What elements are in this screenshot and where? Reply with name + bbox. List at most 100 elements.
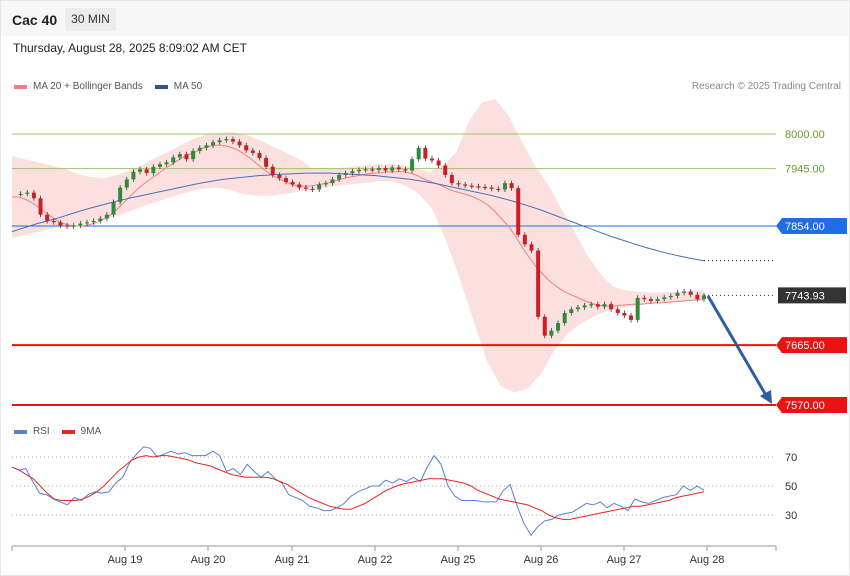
price-legend: MA 20 + Bollinger Bands MA 50	[14, 81, 214, 92]
candle-body	[629, 315, 634, 320]
candle-body	[648, 299, 653, 302]
candle-body	[529, 244, 534, 251]
candle-body	[655, 299, 660, 302]
candle-body	[496, 188, 501, 191]
candle-body	[476, 186, 481, 188]
candle-body	[98, 218, 103, 221]
candle-body	[370, 169, 375, 171]
rsi-level-70-label: 70	[785, 452, 797, 464]
candle-body	[18, 193, 23, 196]
candle-body	[410, 159, 415, 171]
level-7743-93-tag	[778, 287, 846, 304]
candle-body	[197, 147, 202, 152]
candle-body	[449, 174, 454, 184]
candle-body	[562, 312, 567, 324]
candle-body	[675, 292, 680, 296]
candle-body	[151, 166, 156, 174]
legend-ma20-label: MA 20 + Bollinger Bands	[33, 81, 143, 92]
candle-body	[416, 147, 421, 160]
candle-body	[104, 214, 109, 219]
legend-rsi-swatch	[14, 429, 27, 434]
candle-body	[230, 139, 235, 142]
level-7665-00-label: 7665.00	[785, 340, 825, 352]
candle-body	[250, 150, 255, 153]
candle-body	[191, 151, 196, 160]
legend-rsi-ma-label: 9MA	[80, 426, 102, 437]
candle-body	[343, 173, 348, 175]
candle-body	[303, 187, 308, 189]
candle-body	[84, 222, 89, 224]
candle-body	[542, 316, 547, 336]
candle-body	[71, 225, 76, 227]
bollinger-band	[12, 99, 704, 393]
candles	[18, 136, 706, 339]
candle-body	[257, 152, 262, 158]
rsi-level-50-label: 50	[785, 481, 797, 493]
legend-ma50-label: MA 50	[173, 81, 203, 92]
legend-ma50-swatch	[154, 84, 168, 89]
candle-body	[695, 294, 700, 300]
level-7743-93-label: 7743.93	[785, 290, 825, 302]
candle-body	[330, 179, 335, 184]
x-tick-label: Aug 22	[358, 554, 393, 566]
candle-body	[396, 167, 401, 170]
candle-body	[423, 147, 428, 159]
candle-body	[111, 202, 116, 215]
legend-rsi-ma-swatch	[61, 429, 75, 434]
candle-body	[323, 183, 328, 185]
candle-body	[456, 183, 461, 185]
x-tick-label: Aug 19	[108, 554, 143, 566]
candle-body	[668, 295, 673, 298]
level-7570-00-label: 7570.00	[785, 400, 825, 412]
level-7854-00-label: 7854.00	[785, 221, 825, 233]
ma20-line	[12, 144, 705, 307]
legend-rsi-label: RSI	[33, 426, 50, 437]
legend-ma50: MA 50	[154, 81, 203, 92]
level-8000-00-label: 8000.00	[785, 129, 825, 141]
level-7854-00-tag	[776, 218, 847, 235]
candle-body	[277, 174, 282, 179]
candle-body	[131, 171, 136, 180]
candle-body	[138, 169, 143, 172]
datetime-label: Thursday, August 28, 2025 8:09:02 AM CET	[13, 41, 247, 55]
candle-body	[244, 145, 249, 151]
candle-body	[376, 168, 381, 170]
candle-body	[164, 162, 169, 165]
candle-body	[642, 297, 647, 300]
timeframe-button[interactable]: 30 MIN	[65, 8, 116, 31]
rsi-ma9-line	[11, 455, 705, 520]
candle-body	[51, 220, 56, 223]
candle-body	[217, 140, 222, 143]
candle-body	[65, 225, 70, 227]
candle-body	[204, 145, 209, 148]
candle-body	[290, 181, 295, 185]
legend-rsi: RSI	[14, 426, 50, 437]
x-tick-label: Aug 27	[607, 554, 642, 566]
candle-body	[264, 157, 269, 167]
candle-body	[177, 154, 182, 158]
candle-body	[237, 141, 242, 146]
candle-body	[171, 157, 176, 163]
level-7570-00-tag	[776, 397, 847, 413]
candle-body	[310, 188, 315, 191]
symbol-title: Cac 40	[12, 12, 58, 28]
candle-body	[443, 165, 448, 175]
forecast-arrow-line	[706, 295, 769, 398]
candle-body	[25, 192, 30, 194]
candle-body	[357, 169, 361, 172]
level-7665-00-tag	[776, 337, 847, 354]
legend-rsi-ma: 9MA	[61, 426, 102, 437]
candle-body	[429, 158, 434, 161]
research-credit: Research © 2025 Trading Central	[691, 81, 841, 92]
candle-body	[575, 307, 580, 310]
legend-ma20: MA 20 + Bollinger Bands	[14, 81, 143, 92]
ma50-line	[11, 172, 705, 262]
candle-body	[463, 184, 468, 186]
candle-body	[489, 187, 494, 189]
candle-body	[589, 304, 594, 306]
candle-body	[58, 222, 63, 226]
candle-body	[615, 309, 620, 313]
x-tick-label: Aug 28	[690, 554, 725, 566]
candle-body	[383, 168, 388, 171]
